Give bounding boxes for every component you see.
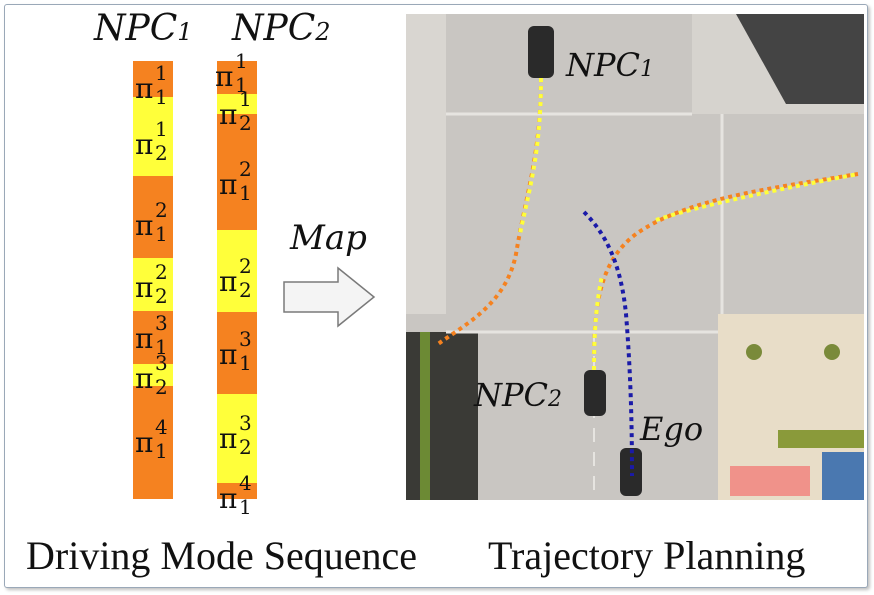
building-top-right — [736, 14, 864, 104]
npc1-trajectory-yellow — [518, 77, 543, 235]
mode-segment — [217, 394, 257, 483]
mode-segment — [217, 483, 257, 499]
mode-segment — [217, 94, 257, 114]
sidewalk-left-top — [406, 14, 446, 314]
npc2-trajectory-yellow2 — [655, 172, 859, 222]
npc2-header-base: NPC — [232, 8, 316, 49]
mode-segment — [133, 311, 173, 364]
mode-segment — [133, 364, 173, 386]
right-caption: Trajectory Planning — [488, 533, 806, 578]
hedge-left — [420, 332, 430, 500]
npc2-trajectory-yellow — [592, 275, 604, 371]
mode-segment — [217, 230, 257, 312]
npc1-scene-label: NPC1 — [566, 46, 655, 84]
map-arrow-icon — [283, 266, 376, 328]
mode-segment — [217, 114, 257, 230]
hedge-right — [778, 430, 864, 448]
mode-segment — [217, 312, 257, 394]
npc1-vehicle — [528, 26, 554, 78]
npc2-column-header: NPC2 — [232, 8, 331, 49]
npc1-header-sub: 1 — [177, 18, 193, 46]
npc2-trajectory — [592, 172, 859, 371]
mode-segment — [133, 386, 173, 499]
mode-segment — [133, 61, 173, 97]
building-left-bottom — [406, 332, 478, 500]
ego-trajectory — [582, 210, 634, 477]
mode-segment — [217, 61, 257, 94]
shrub — [746, 344, 762, 360]
npc2-header-sub: 2 — [315, 18, 331, 46]
trajectory-scene — [406, 14, 864, 500]
mode-segment — [133, 97, 173, 176]
map-arrow-label: Map — [290, 218, 367, 258]
npc2-scene-label: NPC2 — [474, 376, 563, 414]
npc1-header-base: NPC — [94, 8, 178, 49]
left-caption: Driving Mode Sequence — [26, 533, 418, 578]
ego-scene-label: Ego — [640, 410, 704, 448]
mode-segment — [133, 258, 173, 311]
mode-segment — [133, 176, 173, 258]
npc2-vehicle — [584, 370, 606, 416]
npc1-column-header: NPC1 — [94, 8, 193, 49]
pink-panel — [730, 466, 810, 496]
shrub — [824, 344, 840, 360]
blue-structure — [822, 452, 864, 500]
ego-vehicle — [620, 448, 642, 496]
